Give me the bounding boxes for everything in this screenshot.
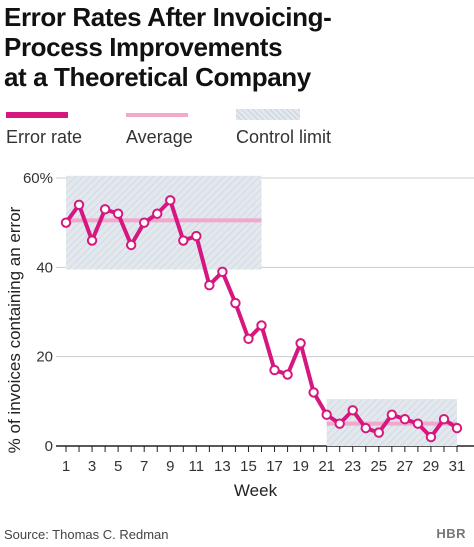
data-point — [308, 387, 319, 398]
data-point — [451, 422, 463, 434]
source-note: Source: Thomas C. Redman — [4, 527, 169, 542]
data-point — [256, 320, 267, 331]
data-point — [386, 409, 398, 420]
x-tick-label: 25 — [370, 458, 387, 475]
x-axis-label: Week — [234, 481, 278, 500]
x-tick-label: 7 — [140, 458, 148, 475]
data-point — [125, 239, 137, 251]
data-point — [178, 235, 189, 246]
legend-swatch-error-rate — [6, 112, 68, 118]
data-point — [438, 414, 450, 425]
x-tick-label: 31 — [449, 458, 466, 475]
y-tick-label: 20 — [36, 349, 53, 366]
data-point — [217, 266, 228, 278]
hbr-logo: HBR — [436, 526, 466, 541]
data-point — [73, 199, 85, 210]
x-tick-label: 27 — [397, 458, 414, 475]
x-tick-label: 23 — [344, 458, 361, 475]
legend-label-average: Average — [126, 127, 193, 147]
x-tick-label: 3 — [88, 458, 96, 475]
x-tick-label: 19 — [292, 458, 309, 475]
data-point — [360, 422, 371, 434]
legend-label-error-rate: Error rate — [6, 127, 83, 147]
x-tick-label: 9 — [166, 458, 174, 475]
data-point — [204, 280, 215, 291]
y-tick-label: 0 — [45, 438, 53, 455]
data-point — [269, 364, 280, 376]
x-axis: 1 3 5 7 9 11 13 15 17 19 21 23 25 27 29 31 — [62, 446, 466, 475]
data-point — [321, 409, 332, 420]
data-point — [99, 204, 111, 215]
x-tick-label: 17 — [266, 458, 283, 475]
control-limit-band — [66, 175, 262, 270]
legend-swatch-average — [126, 113, 188, 117]
data-point — [282, 369, 293, 380]
data-point — [230, 297, 241, 309]
data-point — [373, 427, 384, 438]
y-tick-label: 60% — [23, 170, 53, 187]
data-point — [139, 217, 150, 228]
x-tick-label: 15 — [240, 458, 257, 475]
data-point — [112, 208, 124, 219]
control-limit-bands — [66, 175, 457, 446]
x-tick-label: 11 — [189, 458, 205, 475]
data-point — [347, 405, 358, 416]
data-point — [165, 195, 176, 206]
data-point — [425, 431, 437, 443]
data-point — [295, 338, 306, 349]
chart-title-line-1: Error Rates After Invoicing- — [4, 2, 332, 32]
x-tick-label: 13 — [214, 458, 231, 475]
error-rate-series — [60, 195, 463, 443]
x-tick-label: 21 — [318, 458, 335, 475]
data-point — [399, 414, 411, 425]
data-point — [152, 208, 163, 219]
y-axis-label: % of invoices containing an error — [5, 206, 24, 453]
x-tick-label: 1 — [62, 458, 70, 475]
data-point — [191, 230, 202, 242]
data-point — [412, 418, 424, 429]
x-tick-label: 29 — [423, 458, 440, 475]
data-point — [86, 235, 98, 246]
y-axis-tick-labels: 0 20 40 60% — [23, 170, 53, 455]
data-point — [60, 217, 72, 228]
chart-title: Error Rates After Invoicing- Process Imp… — [4, 2, 470, 92]
chart-legend: Error rate Average Control limit — [0, 109, 474, 154]
legend-swatch-control-limit — [236, 109, 300, 120]
chart-title-line-3: at a Theoretical Company — [4, 62, 311, 92]
y-tick-label: 40 — [36, 259, 53, 276]
data-point — [334, 418, 345, 429]
x-tick-label: 5 — [114, 458, 122, 475]
data-point — [243, 333, 254, 345]
legend-label-control-limit: Control limit — [236, 127, 332, 147]
chart-title-line-2: Process Improvements — [4, 32, 283, 62]
